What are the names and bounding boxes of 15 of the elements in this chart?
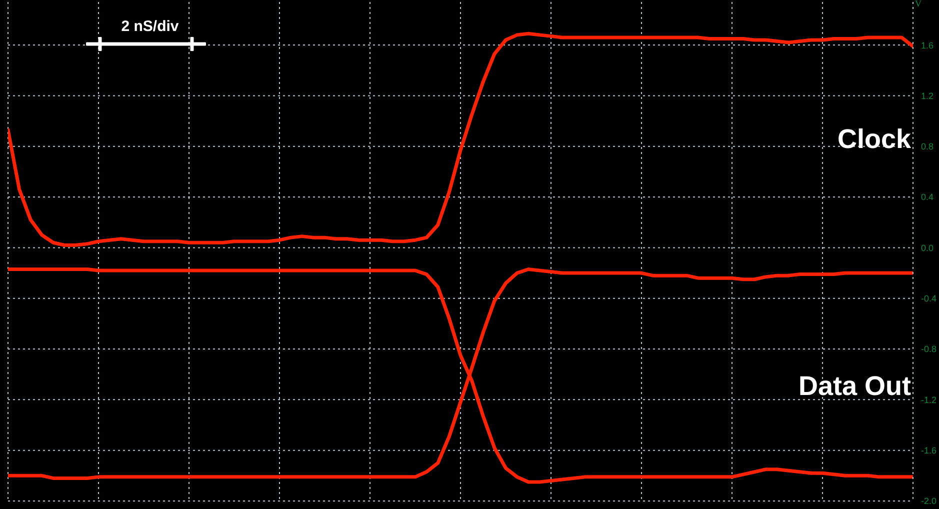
y-tick-label: -1.2 — [921, 394, 937, 405]
y-tick-label: 0.4 — [921, 192, 934, 202]
line-series — [8, 32, 913, 247]
y-tick-label: -1.6 — [921, 446, 937, 456]
text: Clock — [837, 124, 911, 156]
y-tick-label: -0.8 — [921, 344, 937, 354]
annotation: 2 nS/div — [120, 18, 180, 35]
y-tick-label: 1.6 — [921, 40, 934, 50]
y-tick-label: -0.4 — [921, 294, 937, 304]
y-tick-label: 0.8 — [921, 142, 934, 152]
y-axis-title: V — [915, 0, 922, 8]
text: Data Out — [798, 371, 911, 402]
y-tick-label: -2.0 — [921, 496, 937, 506]
y-tick-label: 1.2 — [921, 90, 934, 101]
y-tick-label: 0.0 — [921, 242, 934, 253]
